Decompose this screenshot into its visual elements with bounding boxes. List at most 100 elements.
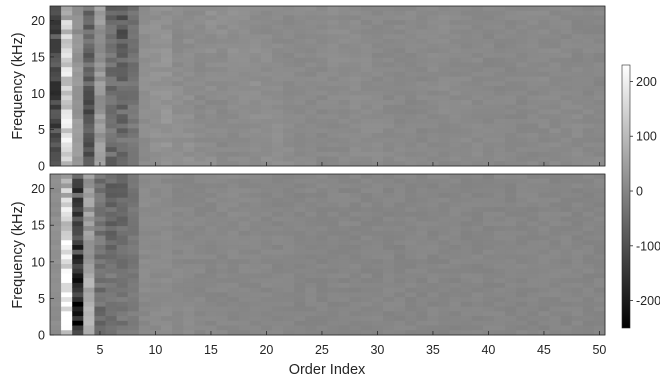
heatmap-cell bbox=[482, 216, 495, 222]
heatmap-cell bbox=[527, 292, 539, 298]
heatmap-cell bbox=[327, 29, 339, 35]
heatmap-cell bbox=[571, 15, 584, 21]
heatmap-cell bbox=[83, 24, 95, 30]
heatmap-cell bbox=[316, 174, 328, 180]
heatmap-cell bbox=[427, 245, 439, 251]
heatmap-cell bbox=[482, 311, 495, 317]
heatmap-cell bbox=[383, 183, 395, 189]
heatmap-cell bbox=[360, 188, 373, 194]
heatmap-cell bbox=[338, 202, 351, 208]
heatmap-cell bbox=[94, 118, 106, 125]
heatmap-cell bbox=[50, 20, 62, 26]
heatmap-cell bbox=[460, 306, 473, 312]
heatmap-cell bbox=[405, 161, 417, 167]
heatmap-cell bbox=[582, 62, 595, 68]
heatmap-cell bbox=[538, 292, 550, 298]
heatmap-cell bbox=[516, 48, 528, 54]
heatmap-cell bbox=[216, 197, 228, 203]
heatmap-cell bbox=[360, 292, 373, 298]
heatmap-cell bbox=[427, 156, 439, 162]
heatmap-cell bbox=[50, 282, 62, 289]
heatmap-cell bbox=[571, 10, 584, 16]
heatmap-cell bbox=[449, 62, 462, 68]
heatmap-cell bbox=[538, 142, 550, 148]
heatmap-cell bbox=[505, 221, 517, 227]
heatmap-cell bbox=[405, 24, 417, 30]
heatmap-cell bbox=[161, 311, 173, 317]
heatmap-cell bbox=[571, 6, 584, 12]
heatmap-cell bbox=[161, 48, 173, 54]
heatmap-cell bbox=[283, 10, 295, 16]
heatmap-cell bbox=[582, 287, 595, 293]
heatmap-cell bbox=[260, 76, 273, 82]
heatmap-cell bbox=[527, 81, 539, 87]
heatmap-cell bbox=[482, 86, 495, 92]
heatmap-cell bbox=[249, 48, 262, 54]
heatmap-cell bbox=[371, 325, 384, 331]
heatmap-cell bbox=[94, 259, 106, 265]
heatmap-cell bbox=[449, 29, 462, 35]
heatmap-cell bbox=[394, 221, 406, 227]
heatmap-cell bbox=[238, 151, 251, 157]
heatmap-cell bbox=[72, 10, 84, 16]
heatmap-cell bbox=[205, 81, 217, 87]
heatmap-cell bbox=[471, 292, 484, 298]
heatmap-cell bbox=[116, 109, 129, 115]
heatmap-cell bbox=[527, 76, 539, 82]
heatmap-cell bbox=[194, 216, 206, 222]
heatmap-cell bbox=[593, 76, 606, 82]
heatmap-cell bbox=[338, 183, 351, 189]
heatmap-cell bbox=[94, 268, 106, 274]
heatmap-cell bbox=[127, 211, 140, 218]
heatmap-cell bbox=[394, 192, 406, 199]
heatmap-cell bbox=[516, 53, 528, 59]
heatmap-cell bbox=[249, 109, 262, 115]
heatmap-cell bbox=[72, 86, 84, 92]
heatmap-cell bbox=[272, 249, 284, 255]
heatmap-cell bbox=[560, 10, 573, 16]
heatmap-cell bbox=[283, 43, 295, 49]
heatmap-cell bbox=[405, 95, 417, 101]
heatmap-cell bbox=[549, 24, 561, 30]
heatmap-cell bbox=[549, 254, 561, 260]
heatmap-cell bbox=[194, 142, 206, 148]
heatmap-cell bbox=[294, 15, 306, 21]
heatmap-cell bbox=[582, 34, 595, 40]
heatmap-cell bbox=[371, 142, 384, 148]
heatmap-cell bbox=[494, 76, 506, 82]
heatmap-cell bbox=[105, 306, 117, 312]
heatmap-cell bbox=[272, 128, 284, 134]
heatmap-cell bbox=[338, 178, 351, 184]
heatmap-cell bbox=[471, 320, 484, 326]
heatmap-cell bbox=[194, 161, 206, 167]
heatmap-cell bbox=[471, 330, 484, 336]
heatmap-cell bbox=[149, 128, 162, 134]
heatmap-cell bbox=[383, 34, 395, 40]
heatmap-cell bbox=[305, 240, 317, 246]
heatmap-cell bbox=[438, 34, 450, 40]
heatmap-cell bbox=[593, 43, 606, 49]
heatmap-cell bbox=[360, 15, 373, 21]
heatmap-cell bbox=[438, 197, 450, 203]
heatmap-cell bbox=[94, 95, 106, 101]
heatmap-cell bbox=[494, 183, 506, 189]
heatmap-cell bbox=[105, 301, 117, 307]
heatmap-cell bbox=[494, 71, 506, 77]
heatmap-cell bbox=[471, 254, 484, 260]
heatmap-cell bbox=[138, 174, 151, 180]
heatmap-cell bbox=[394, 292, 406, 298]
heatmap-cell bbox=[471, 137, 484, 143]
heatmap-cell bbox=[538, 207, 550, 213]
heatmap-cell bbox=[116, 330, 129, 336]
heatmap-cell bbox=[338, 147, 351, 153]
heatmap-cell bbox=[61, 268, 73, 274]
heatmap-cell bbox=[161, 38, 173, 45]
heatmap-cell bbox=[105, 29, 117, 35]
heatmap-cell bbox=[371, 128, 384, 134]
heatmap-cell bbox=[50, 306, 62, 312]
heatmap-cell bbox=[416, 15, 428, 21]
heatmap-cell bbox=[527, 20, 539, 26]
heatmap-cell bbox=[538, 81, 550, 87]
heatmap-cell bbox=[471, 29, 484, 35]
heatmap-cell bbox=[249, 216, 262, 222]
